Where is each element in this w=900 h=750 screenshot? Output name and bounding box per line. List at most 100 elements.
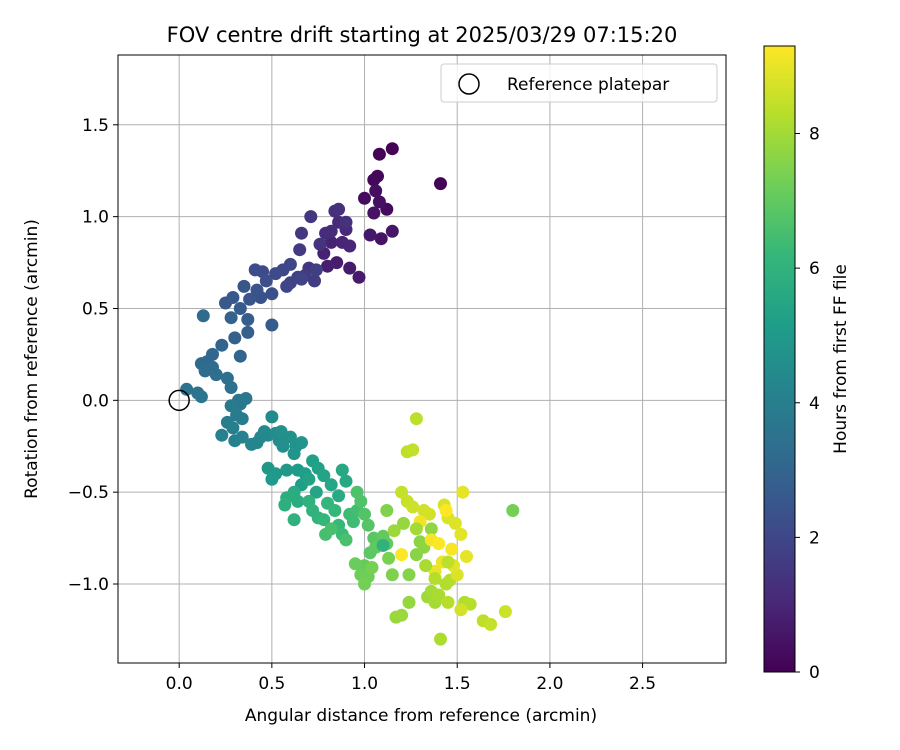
data-point	[372, 195, 386, 209]
data-point	[339, 533, 353, 547]
legend-open-circle-icon	[458, 73, 480, 95]
data-point	[226, 421, 240, 435]
data-point	[397, 516, 410, 530]
data-point	[194, 390, 208, 404]
data-point	[291, 494, 305, 508]
data-point	[324, 478, 338, 492]
data-point	[385, 568, 399, 582]
data-point	[321, 259, 334, 273]
data-point	[324, 522, 338, 536]
data-point	[422, 507, 436, 521]
data-point	[380, 504, 394, 517]
data-point	[265, 472, 279, 486]
colorbar-tick-label: 8	[809, 125, 820, 145]
data-point	[361, 518, 375, 532]
data-point	[354, 494, 368, 508]
data-point	[432, 537, 446, 551]
data-point	[287, 513, 301, 527]
data-point	[209, 368, 223, 382]
data-point	[302, 472, 316, 486]
x-tick-label: 0.0	[166, 674, 193, 694]
data-point	[506, 504, 520, 517]
data-point	[358, 577, 371, 591]
data-point	[434, 177, 447, 191]
data-point	[241, 313, 255, 326]
x-axis-ticks: 0.0 0.5 1.0 1.5 2.0 2.5	[166, 663, 656, 694]
data-point	[406, 500, 420, 514]
data-point	[352, 270, 366, 284]
data-point	[428, 572, 442, 585]
colorbar-frame	[763, 45, 796, 673]
data-point	[309, 263, 323, 277]
data-point	[454, 603, 468, 617]
data-point	[358, 191, 371, 205]
data-point	[445, 542, 459, 556]
reference-open-circle-icon	[168, 389, 190, 412]
legend: Reference platepar	[440, 63, 718, 103]
data-point	[198, 364, 212, 378]
data-point	[313, 237, 327, 251]
data-point	[180, 382, 194, 396]
colorbar-label: Hours from first FF file	[831, 264, 851, 454]
data-point	[382, 551, 396, 565]
data-point	[409, 412, 423, 426]
data-point	[385, 224, 399, 238]
y-tick-label: 1.5	[82, 116, 109, 136]
data-point	[441, 555, 455, 569]
data-point	[215, 338, 229, 352]
data-point	[448, 516, 462, 530]
data-point	[348, 557, 362, 571]
data-point	[346, 515, 360, 529]
data-point	[215, 428, 229, 442]
y-tick-label: 0.0	[82, 391, 109, 411]
y-tick-label: −1.0	[68, 575, 109, 595]
colorbar-ticks: 0 2 4 6 8	[795, 125, 820, 683]
x-tick-label: 1.5	[444, 674, 471, 694]
data-point	[339, 215, 353, 229]
data-point	[363, 228, 377, 242]
y-tick-label: 1.0	[82, 208, 109, 228]
data-point	[228, 331, 242, 345]
data-point	[395, 608, 409, 622]
data-point	[295, 436, 308, 450]
data-point	[498, 605, 512, 619]
data-point	[287, 447, 301, 461]
data-point	[317, 513, 331, 527]
data-point	[367, 206, 381, 220]
data-point	[402, 568, 416, 582]
data-point	[385, 142, 399, 156]
data-point	[304, 210, 318, 224]
colorbar-tick-label: 0	[809, 663, 820, 683]
data-point	[358, 507, 371, 521]
data-point	[235, 430, 249, 444]
y-tick-label: −0.5	[68, 483, 109, 503]
data-point	[235, 412, 249, 426]
data-point	[439, 504, 453, 517]
plot-frame	[117, 54, 727, 664]
x-tick-label: 2.5	[629, 674, 656, 694]
data-point	[233, 349, 247, 363]
data-point	[280, 279, 294, 293]
data-point	[269, 267, 283, 281]
data-point	[332, 202, 346, 216]
data-point	[295, 272, 308, 286]
colorbar	[764, 46, 795, 672]
data-point	[265, 287, 279, 301]
data-point	[395, 548, 409, 562]
data-point	[335, 463, 349, 477]
data-point	[276, 439, 290, 453]
data-point	[224, 381, 238, 394]
data-point	[319, 226, 333, 240]
x-axis-label: Angular distance from reference (arcmin)	[245, 706, 597, 726]
data-point	[265, 318, 279, 332]
y-tick-label: 0.5	[82, 299, 109, 319]
grid-lines	[118, 55, 726, 663]
data-point	[484, 617, 498, 631]
data-point	[250, 283, 264, 297]
data-point	[332, 489, 346, 503]
data-point	[406, 443, 420, 457]
legend-box	[440, 63, 718, 103]
x-tick-label: 2.0	[536, 674, 563, 694]
data-point	[224, 311, 238, 325]
y-axis-label: Rotation from reference (arcmin)	[22, 219, 42, 499]
